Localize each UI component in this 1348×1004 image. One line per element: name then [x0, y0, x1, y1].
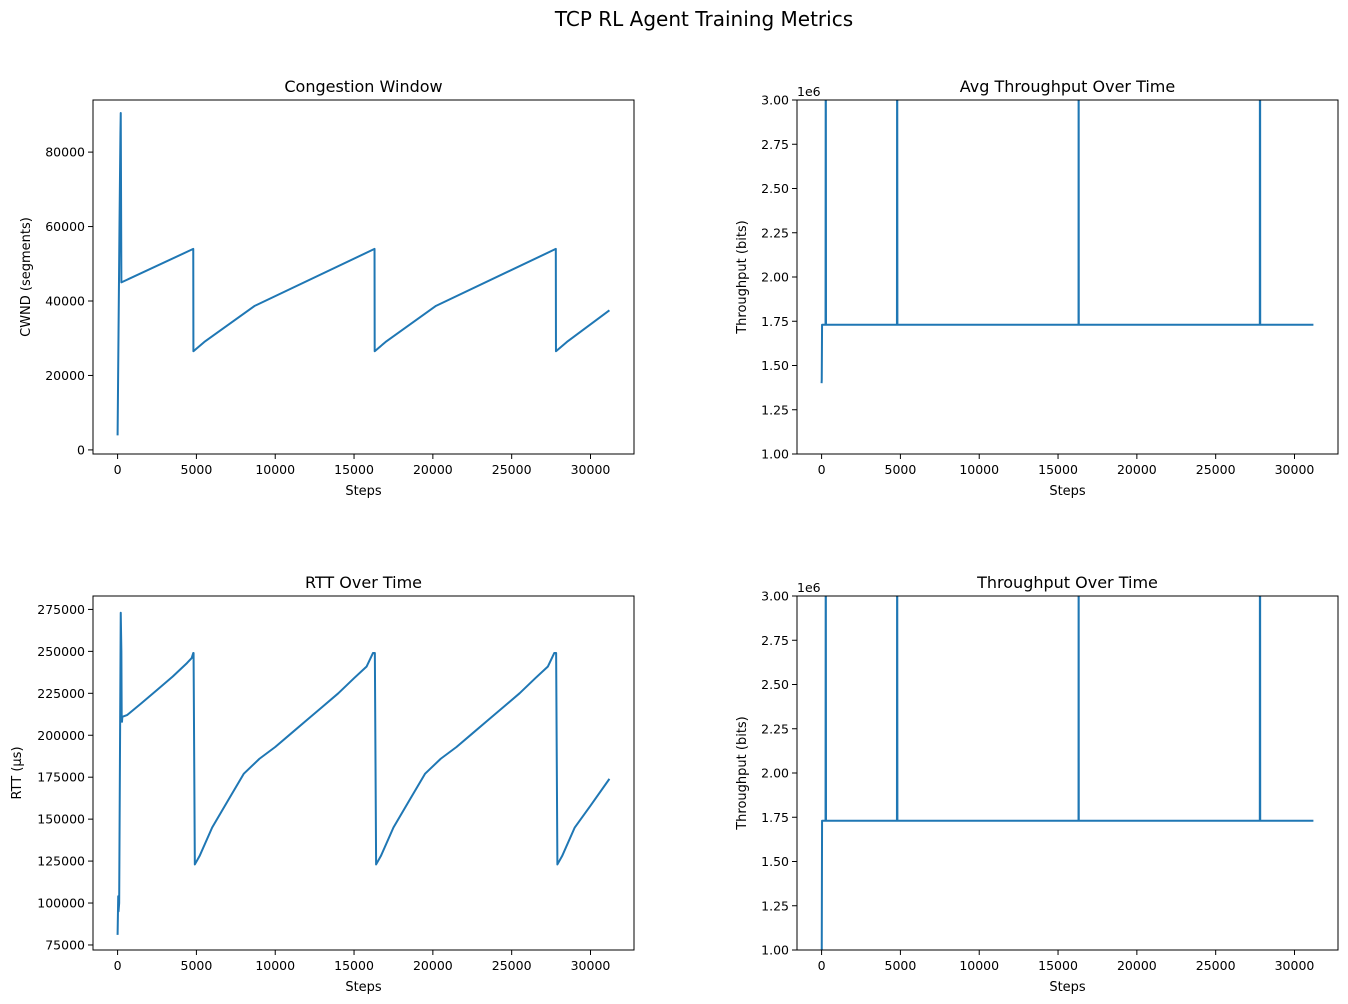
plot-title: Avg Throughput Over Time — [960, 77, 1175, 96]
plot-title: Throughput Over Time — [976, 573, 1158, 592]
x-tick-label: 20000 — [1117, 462, 1157, 477]
x-tick-label: 20000 — [413, 958, 453, 973]
y-tick-label: 1.75 — [761, 810, 789, 825]
x-tick-label: 25000 — [492, 462, 532, 477]
y-tick-label: 1.50 — [761, 358, 789, 373]
x-axis-label: Steps — [345, 484, 382, 499]
x-tick-label: 15000 — [334, 462, 374, 477]
y-tick-label: 125000 — [37, 854, 85, 869]
y-tick-label: 3.00 — [761, 93, 789, 108]
x-tick-label: 20000 — [413, 462, 453, 477]
y-tick-label: 175000 — [37, 770, 85, 785]
y-tick-label: 60000 — [45, 219, 85, 234]
panel-avg-throughput: 0 5000 10000 15000 20000 25000 30000 1.00 1.25 1.… — [735, 77, 1339, 499]
y-tick-label: 1.25 — [761, 402, 789, 417]
y-tick-label: 80000 — [45, 145, 85, 160]
plot-title: RTT Over Time — [305, 573, 422, 592]
y-tick-label: 100000 — [37, 896, 85, 911]
y-tick-label: 1.00 — [761, 447, 789, 462]
x-tick-label: 30000 — [1275, 958, 1315, 973]
x-tick-label: 15000 — [1038, 958, 1078, 973]
plot-frame — [92, 99, 635, 455]
x-tick-label: 0 — [114, 462, 122, 477]
x-axis-label: Steps — [345, 980, 382, 995]
series-line — [820, 596, 1314, 950]
x-tick-label: 30000 — [571, 958, 611, 973]
x-tick-label: 15000 — [334, 958, 374, 973]
y-tick-label: 150000 — [37, 812, 85, 827]
y-tick-label: 20000 — [45, 368, 85, 383]
y-tick-label: 200000 — [37, 728, 85, 743]
x-tick-label: 10000 — [959, 462, 999, 477]
y-axis-label: RTT (µs) — [10, 746, 25, 799]
y-tick-label: 250000 — [37, 644, 85, 659]
y-tick-label: 2.25 — [761, 225, 789, 240]
x-tick-label: 25000 — [492, 958, 532, 973]
y-tick-label: 0 — [77, 442, 85, 457]
x-tick-label: 0 — [114, 958, 122, 973]
y-tick-label: 1.25 — [761, 898, 789, 913]
y-tick-label: 1.50 — [761, 854, 789, 869]
y-tick-label: 40000 — [45, 294, 85, 309]
y-tick-label: 2.75 — [761, 137, 789, 152]
y-tick-label: 75000 — [45, 937, 85, 952]
x-tick-label: 10000 — [255, 958, 295, 973]
panel-rtt: 0 5000 10000 15000 20000 25000 30000 75000 10000… — [10, 573, 635, 995]
y-tick-label: 2.75 — [761, 633, 789, 648]
x-tick-label: 25000 — [1196, 958, 1236, 973]
y-offset-text: 1e6 — [797, 580, 821, 595]
series-line — [116, 112, 611, 436]
y-axis-label: Throughput (bits) — [735, 220, 750, 335]
x-tick-label: 5000 — [181, 462, 213, 477]
x-tick-label: 5000 — [181, 958, 213, 973]
y-tick-label: 275000 — [37, 602, 85, 617]
x-tick-label: 10000 — [959, 958, 999, 973]
y-tick-label: 2.50 — [761, 181, 789, 196]
series-line — [116, 611, 611, 935]
y-tick-label: 2.50 — [761, 677, 789, 692]
y-axis-label: Throughput (bits) — [735, 716, 750, 831]
x-tick-label: 25000 — [1196, 462, 1236, 477]
x-tick-label: 30000 — [571, 462, 611, 477]
x-tick-label: 15000 — [1038, 462, 1078, 477]
x-tick-label: 10000 — [255, 462, 295, 477]
panel-congestion-window: 0 5000 10000 15000 20000 25000 30000 0 20000 4000… — [19, 77, 635, 499]
x-axis-label: Steps — [1049, 980, 1086, 995]
y-offset-text: 1e6 — [797, 84, 821, 99]
plot-frame — [796, 99, 1339, 455]
x-tick-label: 0 — [818, 958, 826, 973]
x-tick-label: 30000 — [1275, 462, 1315, 477]
x-tick-label: 5000 — [885, 958, 917, 973]
plot-frame — [796, 595, 1339, 951]
y-tick-label: 1.00 — [761, 943, 789, 958]
y-tick-label: 2.00 — [761, 766, 789, 781]
y-tick-label: 1.75 — [761, 314, 789, 329]
plot-title: Congestion Window — [284, 77, 442, 96]
x-tick-label: 0 — [818, 462, 826, 477]
x-axis-label: Steps — [1049, 484, 1086, 499]
plot-frame — [92, 595, 635, 951]
y-tick-label: 225000 — [37, 686, 85, 701]
series-line — [820, 100, 1314, 384]
y-axis-label: CWND (segments) — [19, 217, 34, 337]
y-tick-label: 2.00 — [761, 270, 789, 285]
y-tick-label: 3.00 — [761, 589, 789, 604]
figure-title: TCP RL Agent Training Metrics — [554, 7, 853, 31]
x-tick-label: 20000 — [1117, 958, 1157, 973]
x-tick-label: 5000 — [885, 462, 917, 477]
panel-throughput: 0 5000 10000 15000 20000 25000 30000 1.00 1.25 1.… — [735, 573, 1339, 995]
y-tick-label: 2.25 — [761, 721, 789, 736]
